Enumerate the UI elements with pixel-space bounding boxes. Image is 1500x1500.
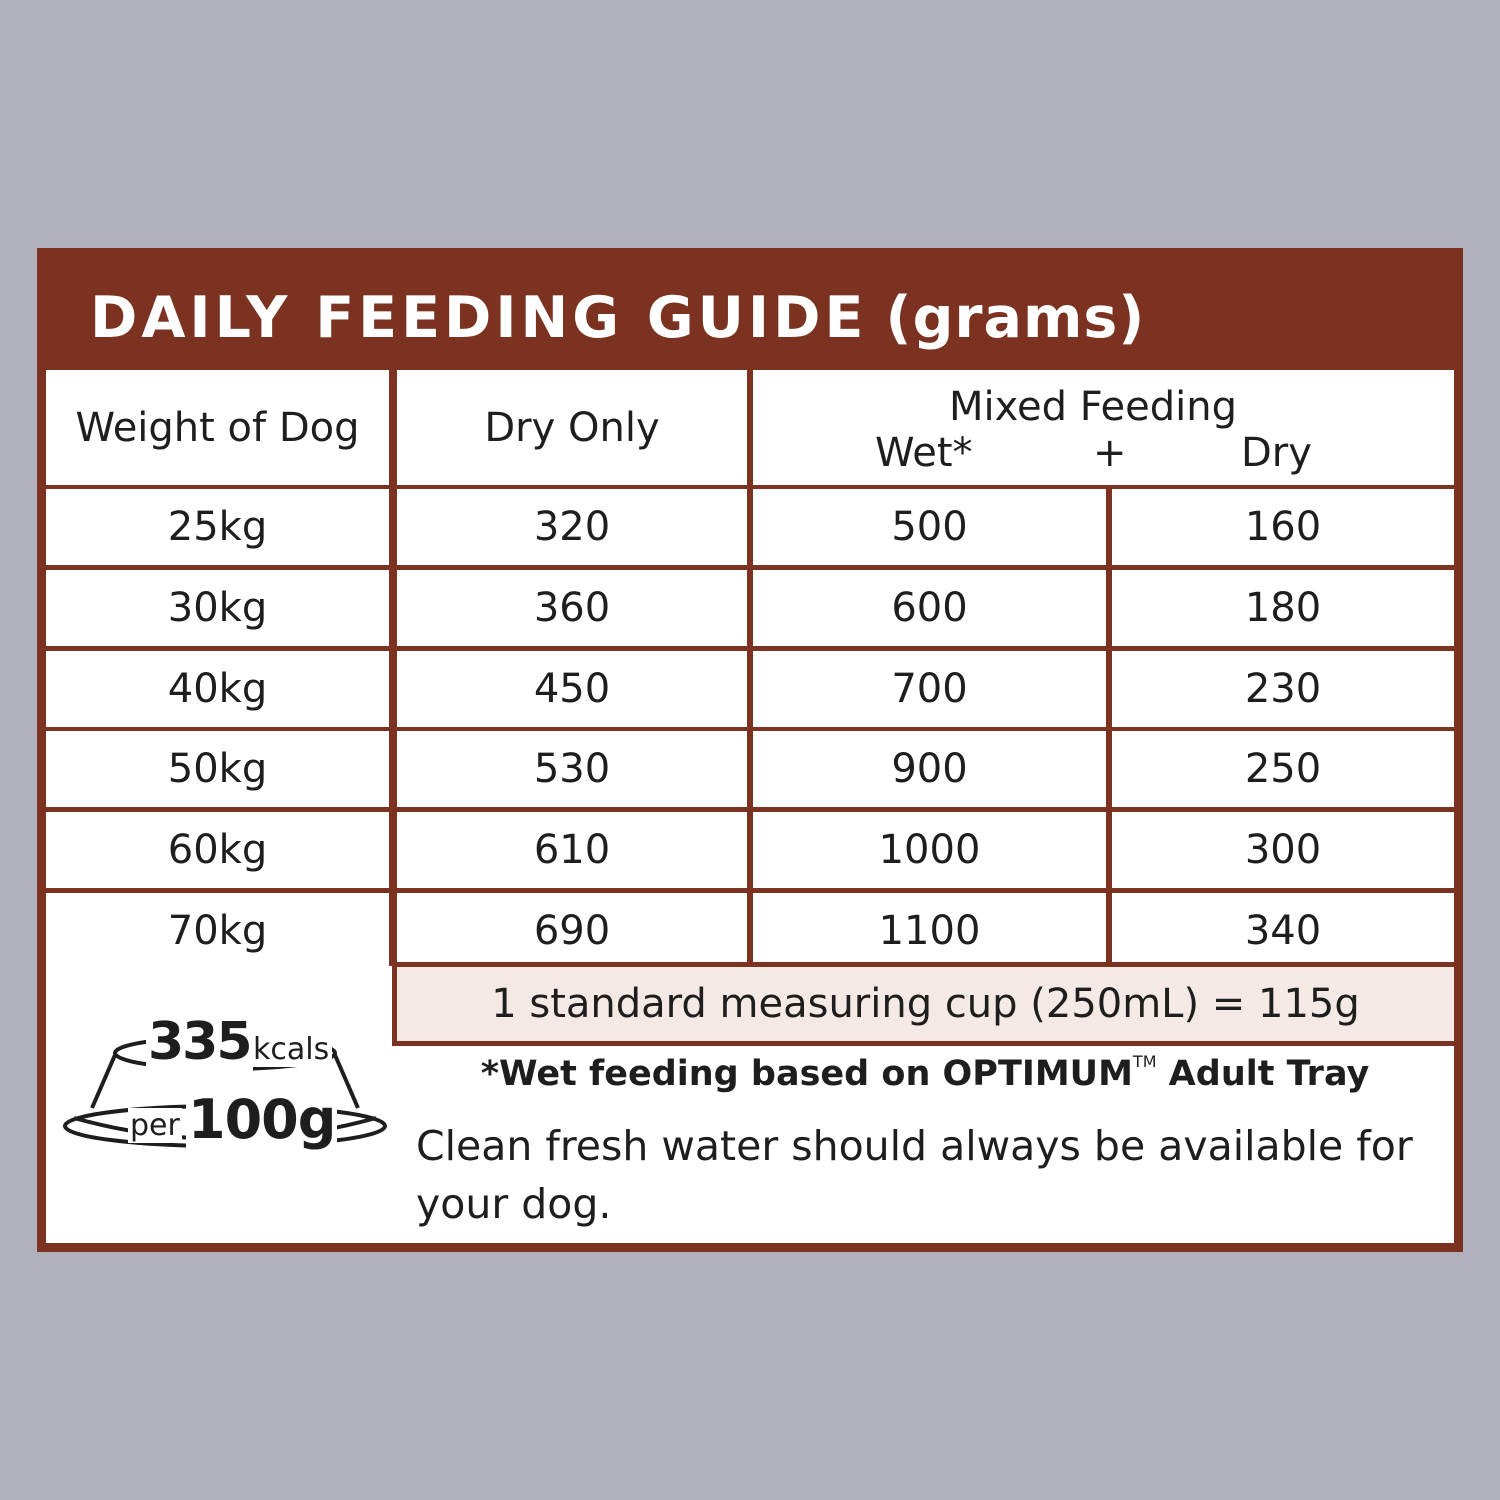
table-cell-wet: 1100 — [753, 893, 1106, 969]
table-cell-dry-only: 320 — [397, 489, 747, 565]
wet-feeding-note: *Wet feeding based on OPTIMUMTM Adult Tr… — [396, 1052, 1454, 1094]
table-cell-wet: 500 — [753, 489, 1106, 565]
kcals-unit: kcals — [250, 1032, 333, 1067]
title-unit: (grams) — [885, 285, 1146, 351]
table-cell-weight: 25kg — [46, 489, 389, 565]
table-cell-weight: 50kg — [46, 731, 389, 807]
wet-note-prefix: *Wet feeding based on OPTIMUM — [480, 1054, 1133, 1094]
table-cell-dry-only: 530 — [397, 731, 747, 807]
table-cell-weight: 70kg — [46, 893, 389, 969]
table-cell-dry-only: 450 — [397, 651, 747, 727]
table-cell-wet: 1000 — [753, 812, 1106, 888]
table-cell-dry: 250 — [1112, 731, 1454, 807]
table-cell-dry: 180 — [1112, 570, 1454, 646]
table-cell-weight: 30kg — [46, 570, 389, 646]
feeding-guide-title: DAILY FEEDING GUIDE (grams) — [90, 283, 1145, 353]
table-cell-dry-only: 610 — [397, 812, 747, 888]
kcals-value: 335 — [146, 1012, 253, 1072]
per-label: per — [128, 1108, 182, 1143]
table-cell-weight: 60kg — [46, 812, 389, 888]
table-cell-dry: 340 — [1112, 893, 1454, 969]
table-cell-dry: 230 — [1112, 651, 1454, 727]
calorie-badge: 335 kcals per 100g — [60, 1010, 390, 1170]
header-wet: Wet* — [875, 430, 973, 476]
header-mixed-feeding: Mixed Feeding Wet* + Dry — [753, 370, 1454, 485]
table-cell-weight: 40kg — [46, 651, 389, 727]
per-amount: 100g — [186, 1088, 338, 1151]
header-plus: + — [1093, 430, 1127, 476]
header-dry: Dry — [1241, 430, 1312, 476]
table-cell-wet: 600 — [753, 570, 1106, 646]
table-cell-dry: 160 — [1112, 489, 1454, 565]
water-note: Clean fresh water should always be avail… — [416, 1122, 1413, 1228]
table-cell-dry-only: 360 — [397, 570, 747, 646]
header-mixed-title: Mixed Feeding — [948, 384, 1238, 430]
cup-note: 1 standard measuring cup (250mL) = 115g — [397, 967, 1454, 1041]
header-dry-only: Dry Only — [397, 370, 747, 485]
table-cell-wet: 700 — [753, 651, 1106, 727]
title-main: DAILY FEEDING GUIDE — [90, 285, 868, 351]
trademark-mark: TM — [1132, 1052, 1157, 1071]
header-weight: Weight of Dog — [46, 370, 389, 485]
wet-note-suffix: Adult Tray — [1156, 1054, 1370, 1094]
table-cell-wet: 900 — [753, 731, 1106, 807]
table-cell-dry: 300 — [1112, 812, 1454, 888]
table-cell-dry-only: 690 — [397, 893, 747, 969]
